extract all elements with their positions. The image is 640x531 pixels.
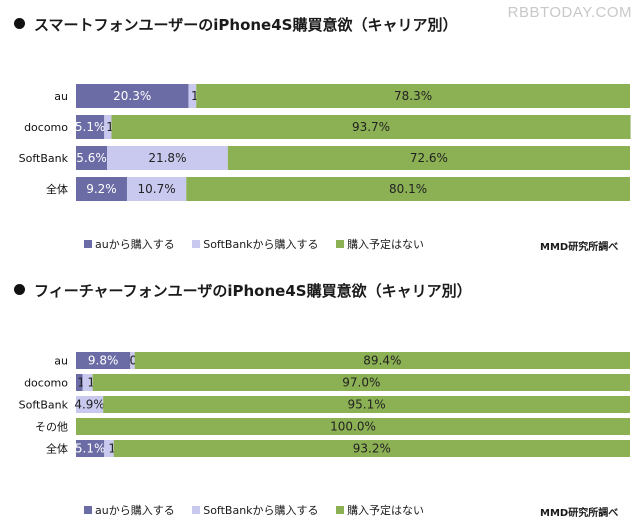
category-label: SoftBank (19, 399, 69, 412)
chart-2-title: フィーチャーフォンユーザのiPhone4S購買意欲（キャリア別） (14, 280, 472, 301)
bar-segment-none (227, 146, 630, 170)
data-label-none: 97.0% (342, 376, 380, 390)
category-label: 全体 (46, 182, 68, 196)
data-label-softbank: 10.7% (138, 182, 176, 196)
data-label-softbank: 4.9% (74, 398, 105, 412)
legend-label-none: 購入予定はない (347, 238, 425, 251)
bar-segment-none (76, 418, 630, 435)
legend-item-softbank: SoftBankから購入する (192, 236, 319, 252)
chart-1-title: スマートフォンユーザーのiPhone4S購買意欲（キャリア別） (14, 14, 457, 35)
legend-swatch-softbank (192, 240, 201, 248)
legend-label-au: auから購入する (95, 238, 175, 251)
data-label-none: 72.6% (410, 151, 448, 165)
chart-2-plot: au9.8%0.8%89.4%docomo1.2%1.8%97.0%SoftBa… (19, 352, 631, 457)
category-label: au (54, 355, 68, 368)
data-label-none: 80.1% (389, 182, 427, 196)
data-label-au: 9.2% (86, 182, 117, 196)
data-label-none: 93.7% (352, 120, 390, 134)
chart-1-plot: au20.3%1.4%78.3%docomo5.1%1.3%93.7%SoftB… (19, 84, 631, 201)
legend-item-none: 購入予定はない (336, 502, 424, 518)
category-label: docomo (24, 121, 68, 134)
legend-item-none: 購入予定はない (336, 236, 424, 252)
category-label: docomo (24, 377, 68, 390)
bar-segment-softbank (82, 374, 93, 391)
legend-swatch-none (336, 240, 345, 248)
bar-segment-none (111, 115, 631, 139)
bar-segment-au (76, 146, 108, 170)
legend-label-softbank: SoftBankから購入する (203, 238, 319, 251)
legend-label-softbank: SoftBankから購入する (203, 504, 319, 517)
bar-segment-none (186, 177, 630, 201)
chart-2-title-text: フィーチャーフォンユーザのiPhone4S購買意欲（キャリア別） (34, 282, 472, 300)
chart-2-source: MMD研究所調べ (540, 508, 619, 519)
bullet-icon (14, 18, 25, 29)
category-label: SoftBank (19, 152, 69, 165)
chart-1-title-text: スマートフォンユーザーのiPhone4S購買意欲（キャリア別） (34, 16, 458, 34)
bar-segment-softbank (104, 115, 112, 139)
data-label-au: 5.1% (75, 442, 106, 456)
legend-item-au: auから購入する (84, 236, 175, 252)
data-label-softbank: 21.8% (148, 151, 186, 165)
legend-label-au: auから購入する (95, 504, 175, 517)
legend-swatch-au (84, 240, 92, 248)
category-label: その他 (35, 421, 68, 434)
legend-item-softbank: SoftBankから購入する (192, 502, 319, 518)
bar-segment-none (103, 396, 631, 413)
category-label: 全体 (46, 442, 68, 456)
legend-swatch-none (336, 506, 345, 514)
chart-1-legend: auから購入する SoftBankから購入する 購入予定はない (84, 236, 438, 252)
legend-item-au: auから購入する (84, 502, 175, 518)
bar-segment-softbank (130, 352, 135, 369)
bar-segment-softbank (76, 396, 104, 413)
data-label-none: 93.2% (353, 442, 391, 456)
bar-segment-au (76, 177, 127, 201)
data-label-au: 20.3% (113, 89, 151, 103)
bar-segment-none (113, 440, 630, 457)
bar-segment-none (92, 374, 631, 391)
data-label-au: 5.6% (76, 151, 107, 165)
legend-swatch-au (84, 506, 92, 514)
data-label-au: 5.1% (75, 120, 106, 134)
bar-segment-softbank (104, 440, 114, 457)
watermark: RBBTODAY.COM (507, 4, 632, 21)
bar-segment-softbank (126, 177, 187, 201)
bar-segment-au (76, 115, 105, 139)
bar-segment-au (76, 352, 131, 369)
bar-segment-none (196, 84, 630, 108)
bar-segment-au (76, 374, 83, 391)
legend-label-none: 購入予定はない (347, 504, 425, 517)
data-label-none: 78.3% (394, 89, 432, 103)
bar-segment-au (76, 84, 189, 108)
data-label-none: 89.4% (363, 354, 401, 368)
category-label: au (54, 90, 68, 103)
legend-swatch-softbank (192, 506, 201, 514)
data-label-none: 95.1% (348, 398, 386, 412)
data-label-au: 9.8% (88, 354, 119, 368)
bar-segment-softbank (188, 84, 197, 108)
data-label-none: 100.0% (330, 420, 376, 434)
bar-segment-au (76, 440, 105, 457)
chart-2-legend: auから購入する SoftBankから購入する 購入予定はない (84, 502, 438, 518)
bar-segment-softbank (107, 146, 228, 170)
chart-1-source: MMD研究所調べ (540, 242, 619, 253)
bar-segment-none (134, 352, 630, 369)
bullet-icon (14, 284, 25, 295)
